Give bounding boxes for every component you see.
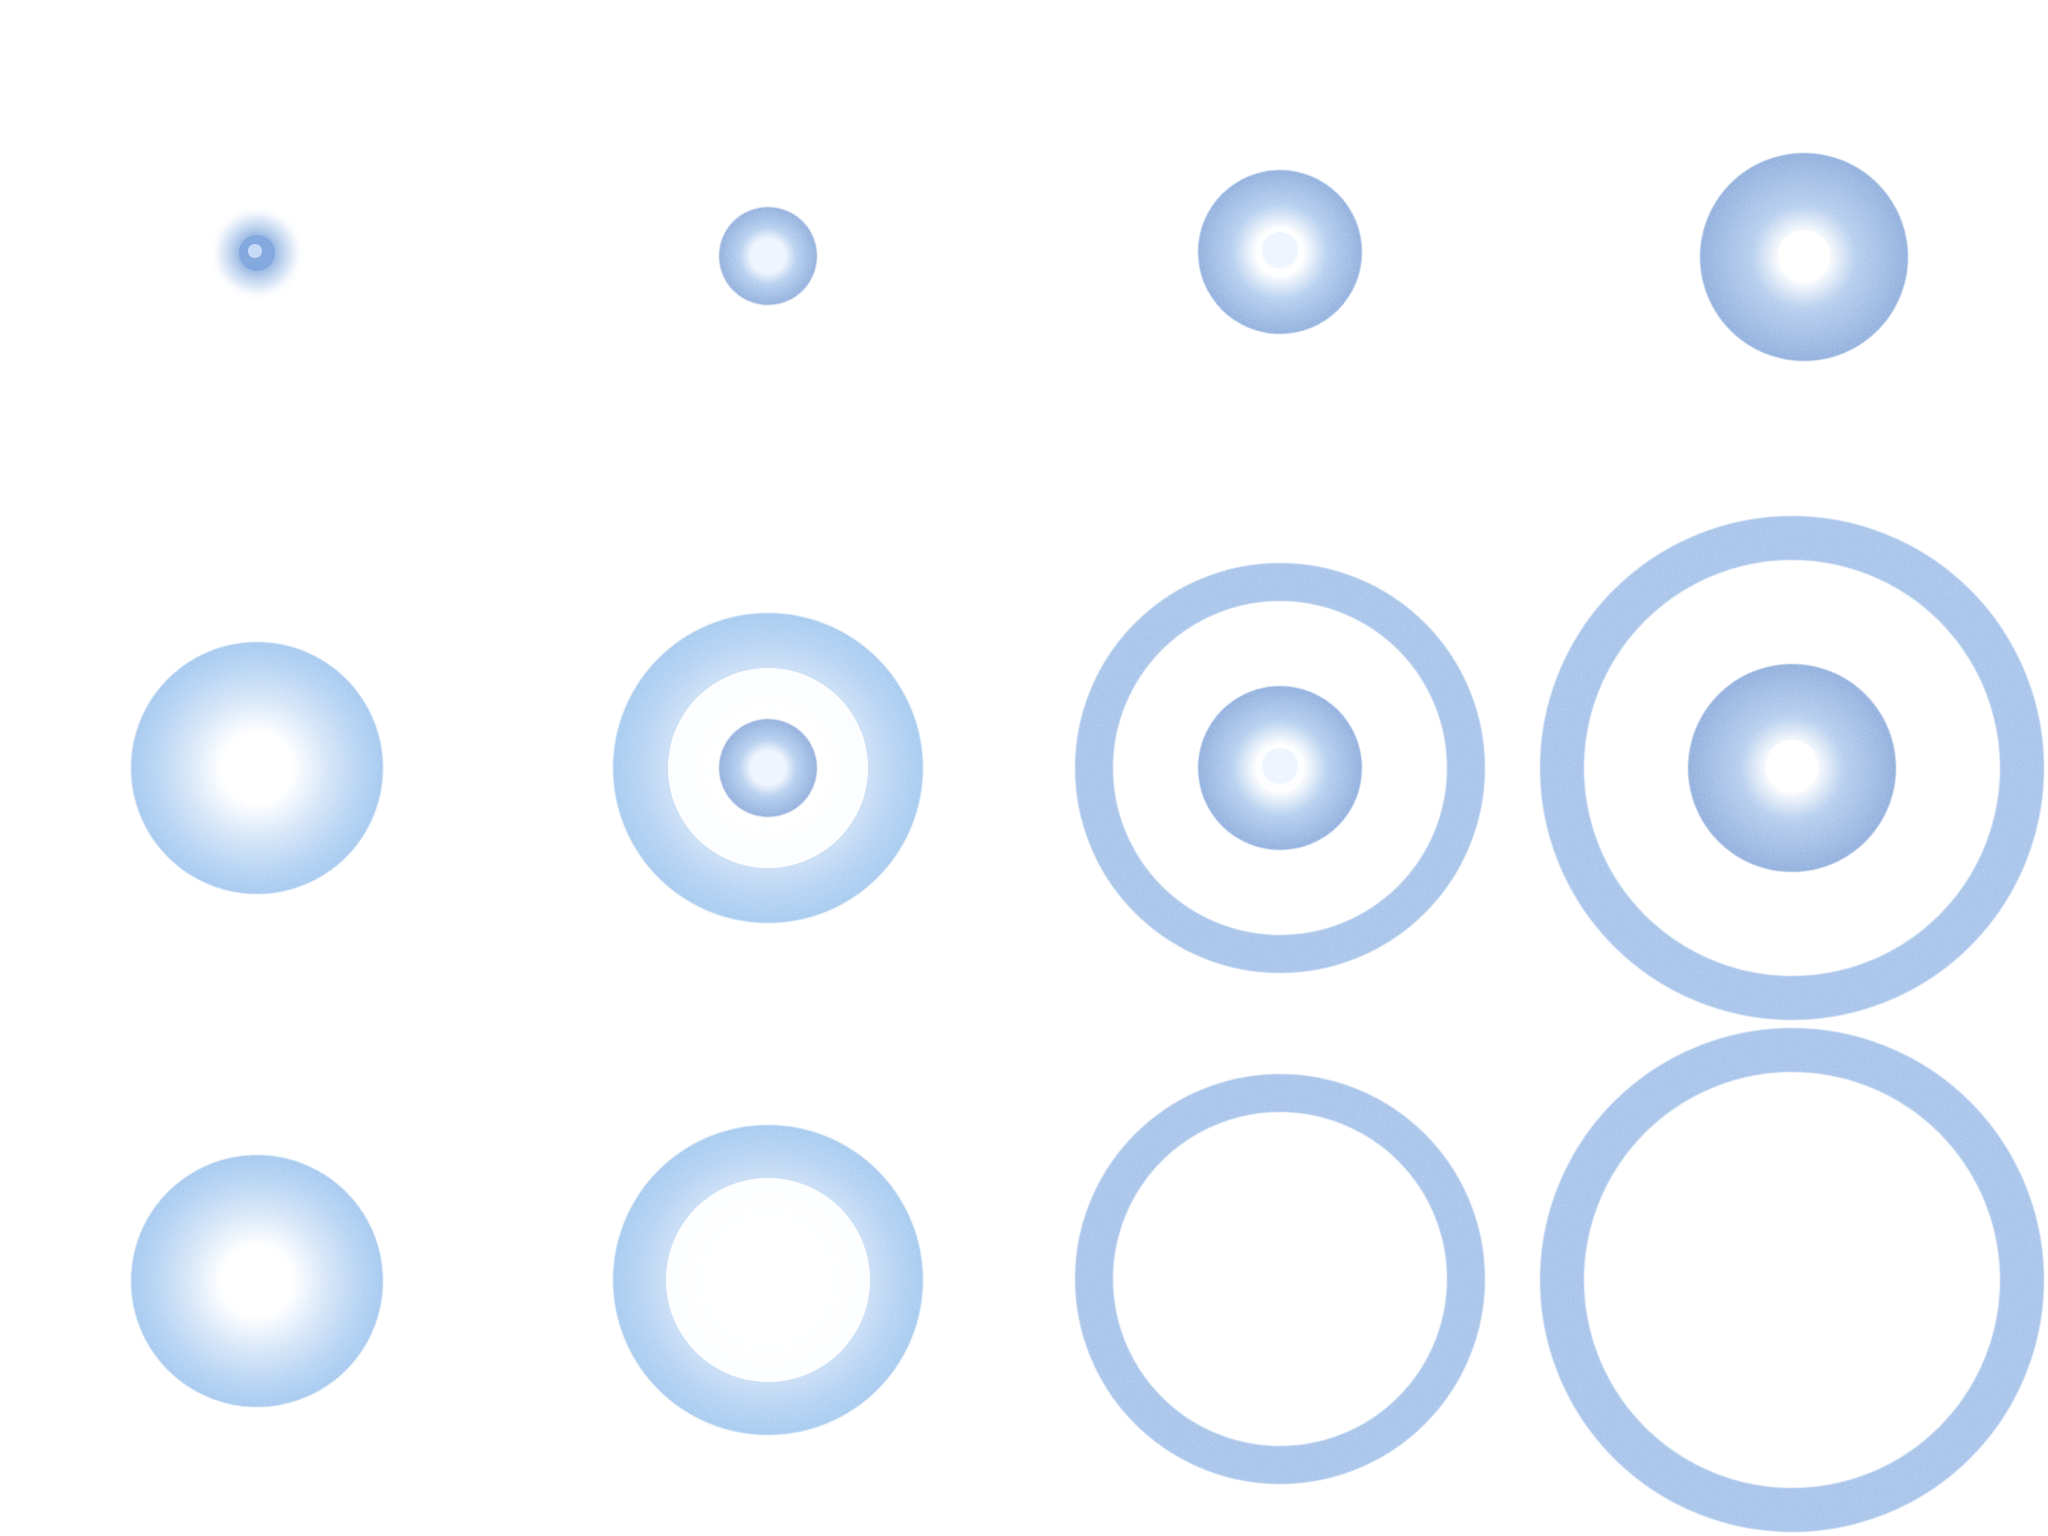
ring-with-small-core-icon	[613, 613, 923, 923]
ring-with-large-core-icon	[1540, 516, 2044, 1020]
small-burst-icon-2	[719, 207, 817, 305]
burst-with-inner-glow-icon-2	[131, 1155, 383, 1407]
small-burst-icon-3	[1198, 170, 1362, 334]
thin-ring-icon	[1075, 1074, 1485, 1484]
ring-with-medium-core-icon	[1075, 563, 1485, 973]
large-ring-icon	[1540, 1028, 2044, 1532]
burst-with-inner-glow-icon-1	[131, 642, 383, 894]
small-burst-icon-1	[209, 205, 305, 301]
small-burst-icon-4	[1700, 153, 1908, 361]
soft-ring-icon	[613, 1125, 923, 1435]
